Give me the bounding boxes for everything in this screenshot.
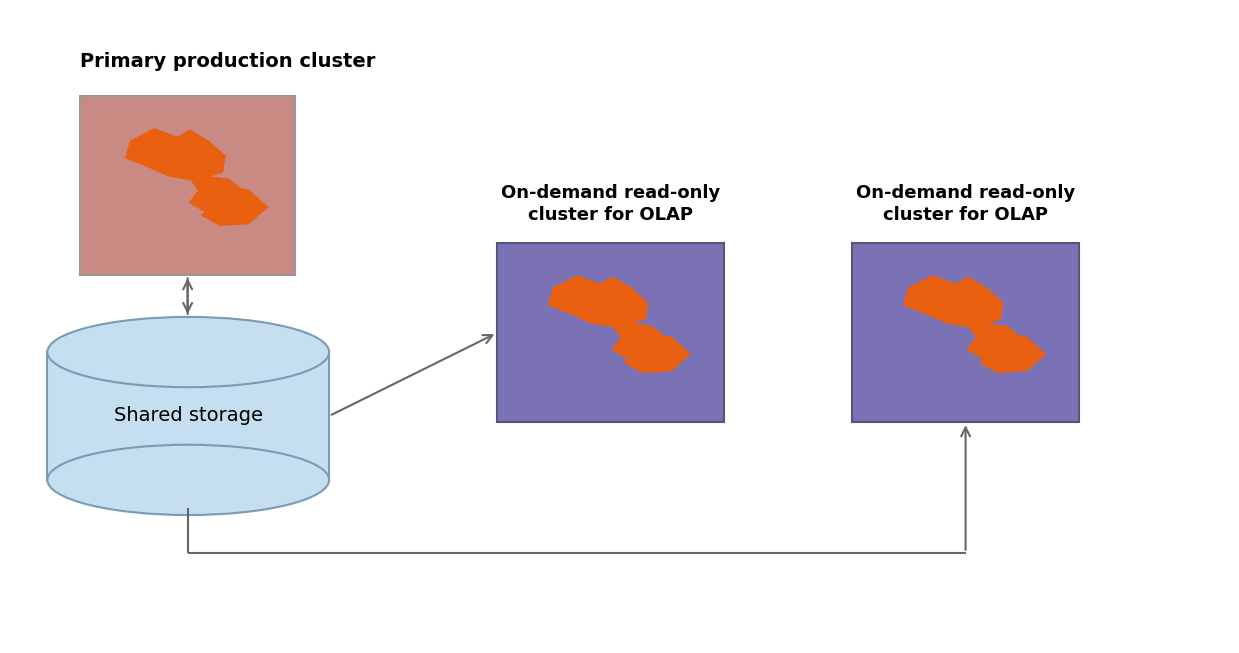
Bar [81,97,295,276]
Polygon shape [202,184,268,225]
Ellipse shape [47,317,330,387]
Ellipse shape [47,445,330,515]
Bar [852,244,1079,422]
Polygon shape [624,331,690,372]
Text: Shared storage: Shared storage [114,406,263,426]
Polygon shape [903,276,1002,328]
Polygon shape [549,276,648,328]
Bar [47,352,330,480]
Text: On-demand read-only
cluster for OLAP: On-demand read-only cluster for OLAP [501,184,720,224]
Bar [497,244,724,422]
Text: Primary production cluster: Primary production cluster [81,52,375,71]
Polygon shape [979,331,1046,372]
Polygon shape [610,321,672,360]
Polygon shape [965,321,1026,360]
Polygon shape [126,129,225,180]
Polygon shape [187,174,249,213]
Text: On-demand read-only
cluster for OLAP: On-demand read-only cluster for OLAP [856,184,1075,224]
